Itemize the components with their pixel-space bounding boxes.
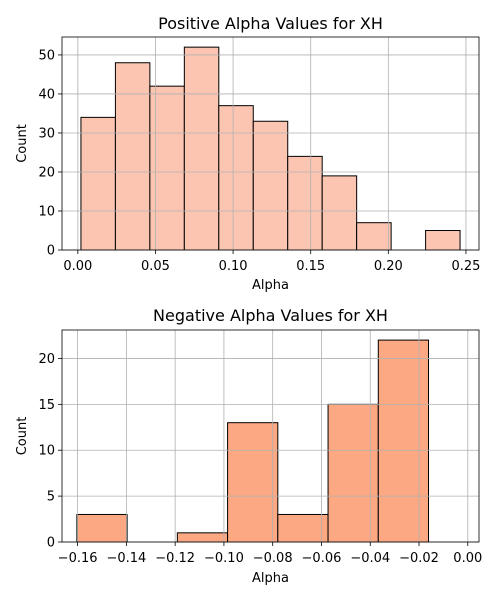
y-tick-label: 30 xyxy=(38,126,55,141)
y-tick-label: 10 xyxy=(38,204,55,219)
histogram-bar xyxy=(252,120,289,251)
x-tick-label: −0.10 xyxy=(204,551,244,566)
axes-frame xyxy=(61,36,480,251)
histogram-bar xyxy=(327,403,379,543)
x-tick-label: −0.08 xyxy=(253,551,293,566)
histogram-bar xyxy=(227,422,279,543)
histogram-bar xyxy=(356,222,392,251)
y-tick-label: 5 xyxy=(47,490,55,505)
x-tick-label: −0.12 xyxy=(155,551,195,566)
x-tick-label: 0.00 xyxy=(453,551,482,566)
y-tick-label: 50 xyxy=(38,48,55,63)
y-tick-label: 15 xyxy=(38,398,55,413)
positive-alpha-panel: Positive Alpha Values for XH Alpha Count… xyxy=(15,14,480,293)
histogram-bar xyxy=(321,175,358,251)
y-tick-label: 20 xyxy=(38,352,55,367)
axes-frame xyxy=(61,329,480,543)
y-tick-label: 20 xyxy=(38,165,55,180)
histogram-bar xyxy=(425,229,461,251)
histogram-bar xyxy=(80,116,116,251)
histogram-bar xyxy=(176,532,229,543)
y-tick-label: 10 xyxy=(38,444,55,459)
histogram-bar xyxy=(277,513,329,543)
histogram-bar xyxy=(114,62,151,251)
chart-title: Positive Alpha Values for XH xyxy=(158,14,383,33)
x-tick-label: 0.10 xyxy=(219,259,248,274)
x-tick-label: −0.14 xyxy=(106,551,146,566)
x-tick-label: −0.02 xyxy=(399,551,439,566)
histogram-bar xyxy=(377,339,430,543)
x-tick-label: −0.06 xyxy=(302,551,342,566)
histogram-bar xyxy=(218,105,254,251)
x-axis-label: Alpha xyxy=(252,571,289,586)
y-tick-label: 0 xyxy=(47,536,55,551)
y-tick-label: 40 xyxy=(38,87,55,102)
y-axis-label: Count xyxy=(15,124,30,163)
x-tick-label: 0.25 xyxy=(451,259,480,274)
histogram-bar xyxy=(149,85,185,251)
y-tick-label: 0 xyxy=(47,244,55,259)
x-tick-label: 0.00 xyxy=(63,259,92,274)
histogram-bar xyxy=(183,46,220,251)
x-tick-label: 0.20 xyxy=(374,259,403,274)
histogram-bar xyxy=(287,155,323,251)
x-tick-label: 0.15 xyxy=(296,259,325,274)
chart-title: Negative Alpha Values for XH xyxy=(153,306,388,325)
negative-alpha-panel: Negative Alpha Values for XH Alpha Count… xyxy=(15,306,482,586)
x-tick-label: −0.16 xyxy=(58,551,98,566)
histogram-bar xyxy=(76,513,128,543)
x-axis-label: Alpha xyxy=(252,278,289,293)
x-tick-label: 0.05 xyxy=(141,259,170,274)
y-axis-label: Count xyxy=(15,417,30,456)
x-tick-label: −0.04 xyxy=(350,551,390,566)
